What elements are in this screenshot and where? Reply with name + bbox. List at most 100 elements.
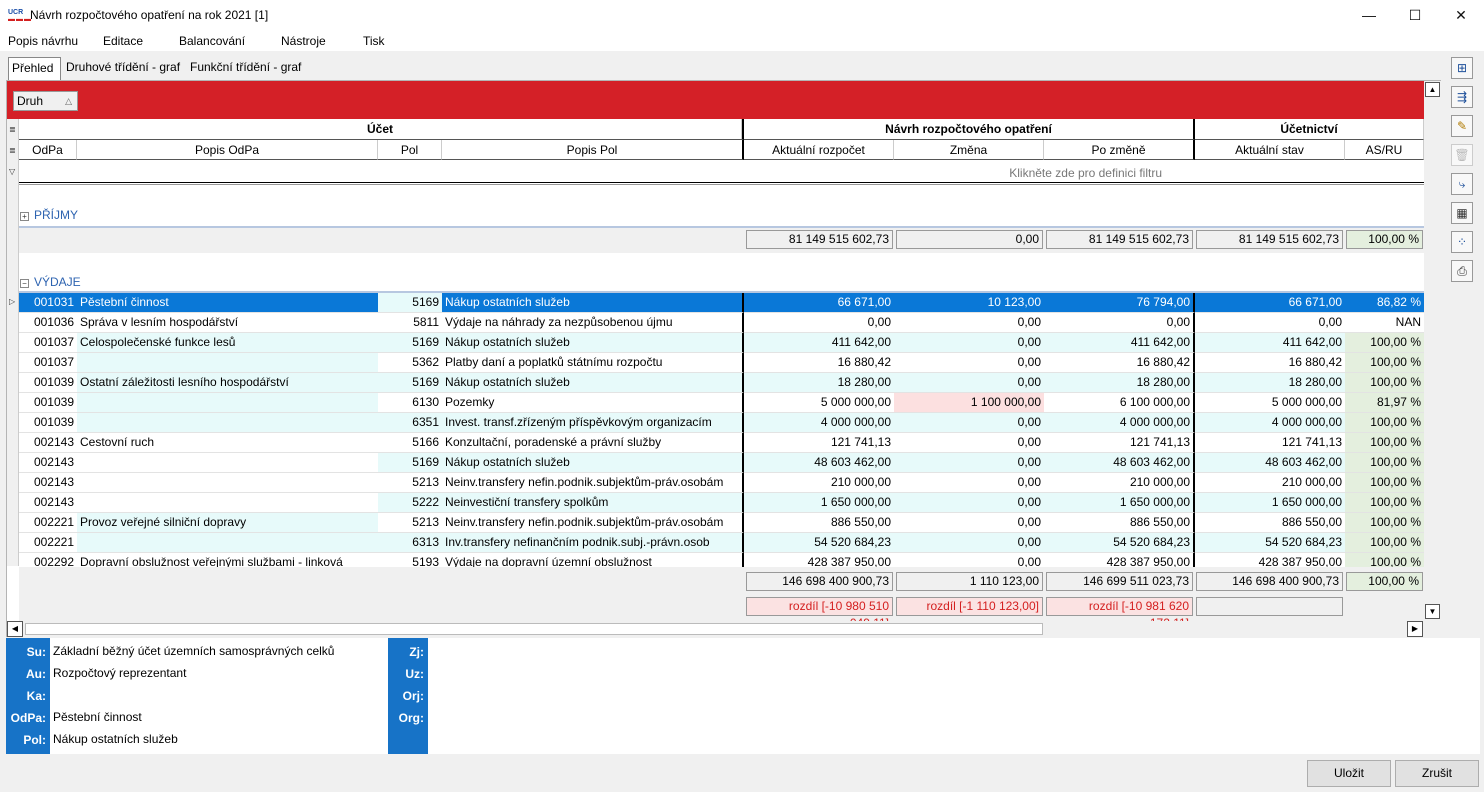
cell-zmena[interactable]: 0,00: [894, 493, 1044, 513]
cell-popis-pol[interactable]: Platby daní a poplatků státnímu rozpočtu: [442, 353, 744, 373]
cell-po-zmene[interactable]: 54 520 684,23: [1044, 533, 1195, 553]
cell-pol[interactable]: 5169: [378, 453, 442, 473]
col-zmena[interactable]: Změna: [894, 140, 1044, 160]
cell-po-zmene[interactable]: 0,00: [1044, 313, 1195, 333]
cell-odpa[interactable]: 002143: [19, 433, 77, 453]
cell-zmena[interactable]: 0,00: [894, 473, 1044, 493]
cell-odpa[interactable]: 002143: [19, 473, 77, 493]
cell-po-zmene[interactable]: 16 880,42: [1044, 353, 1195, 373]
cell-aktualni-stav[interactable]: 4 000 000,00: [1195, 413, 1345, 433]
cell-odpa[interactable]: 001037: [19, 333, 77, 353]
expand-plus-icon[interactable]: +: [20, 212, 29, 221]
tab-funkcni-trideni[interactable]: Funkční třídění - graf: [190, 60, 302, 74]
cell-aktualni-stav[interactable]: 886 550,00: [1195, 513, 1345, 533]
cell-po-zmene[interactable]: 76 794,00: [1044, 293, 1195, 313]
calculator-icon[interactable]: ▦: [1451, 202, 1473, 224]
filter-row[interactable]: Klikněte zde pro definici filtru: [1009, 166, 1162, 180]
cell-popis-odpa[interactable]: [77, 533, 378, 553]
cell-popis-odpa[interactable]: Provoz veřejné silniční dopravy: [77, 513, 378, 533]
cell-aktualni-stav[interactable]: 66 671,00: [1195, 293, 1345, 313]
cell-pol[interactable]: 5362: [378, 353, 442, 373]
cell-as-ru[interactable]: 100,00 %: [1345, 533, 1424, 553]
cell-popis-odpa[interactable]: [77, 353, 378, 373]
group-chip-druh[interactable]: Druh △: [13, 91, 78, 111]
cell-odpa[interactable]: 001039: [19, 393, 77, 413]
edit-pencil-icon[interactable]: ✎: [1451, 115, 1473, 137]
cell-pol[interactable]: 6313: [378, 533, 442, 553]
cell-aktualni-stav[interactable]: 210 000,00: [1195, 473, 1345, 493]
col-pol[interactable]: Pol: [378, 140, 442, 160]
cell-popis-odpa[interactable]: [77, 413, 378, 433]
cell-popis-odpa[interactable]: Celospolečenské funkce lesů: [77, 333, 378, 353]
cell-aktualni-stav[interactable]: 48 603 462,00: [1195, 453, 1345, 473]
cell-as-ru[interactable]: 100,00 %: [1345, 453, 1424, 473]
cell-aktualni-rozpocet[interactable]: 66 671,00: [744, 293, 894, 313]
cell-popis-pol[interactable]: Konzultační, poradenské a právní služby: [442, 433, 744, 453]
cell-popis-pol[interactable]: Invest. transf.zřízeným příspěvkovým org…: [442, 413, 744, 433]
cell-aktualni-rozpocet[interactable]: 5 000 000,00: [744, 393, 894, 413]
cell-aktualni-rozpocet[interactable]: 210 000,00: [744, 473, 894, 493]
col-popis-odpa[interactable]: Popis OdPa: [77, 140, 378, 160]
col-as-ru[interactable]: AS/RU: [1345, 140, 1424, 160]
column-chooser-icon[interactable]: ≣: [9, 125, 16, 134]
cell-zmena[interactable]: 0,00: [894, 413, 1044, 433]
minimize-icon[interactable]: —: [1362, 7, 1376, 23]
horizontal-scroll-thumb[interactable]: [25, 623, 1043, 635]
tab-prehled[interactable]: Přehled: [8, 57, 61, 80]
cell-popis-odpa[interactable]: Pěstební činnost: [77, 293, 378, 313]
maximize-icon[interactable]: ☐: [1408, 7, 1422, 23]
menu-popis-navrhu[interactable]: Popis návrhu: [8, 34, 79, 48]
filter-table-icon[interactable]: ⊞: [1451, 57, 1473, 79]
cell-aktualni-rozpocet[interactable]: 54 520 684,23: [744, 533, 894, 553]
cell-popis-odpa[interactable]: Správa v lesním hospodářství: [77, 313, 378, 333]
cell-popis-pol[interactable]: Neinvestiční transfery spolkům: [442, 493, 744, 513]
balance-icon[interactable]: ⁘: [1451, 231, 1473, 253]
cell-pol[interactable]: 5222: [378, 493, 442, 513]
cell-popis-pol[interactable]: Neinv.transfery nefin.podnik.subjektům-p…: [442, 473, 744, 493]
cell-as-ru[interactable]: 81,97 %: [1345, 393, 1424, 413]
cell-aktualni-rozpocet[interactable]: 48 603 462,00: [744, 453, 894, 473]
cell-popis-pol[interactable]: Nákup ostatních služeb: [442, 293, 744, 313]
cell-popis-odpa[interactable]: [77, 393, 378, 413]
connect-icon[interactable]: ⤷: [1451, 173, 1473, 195]
cell-as-ru[interactable]: 100,00 %: [1345, 333, 1424, 353]
vertical-scrollbar[interactable]: ▲ ▼: [1424, 81, 1441, 621]
scroll-right-icon[interactable]: ▶: [1407, 621, 1423, 637]
group-vydaje[interactable]: − VÝDAJE: [20, 273, 81, 291]
cell-aktualni-rozpocet[interactable]: 1 650 000,00: [744, 493, 894, 513]
col-po-zmene[interactable]: Po změně: [1044, 140, 1195, 160]
cell-aktualni-stav[interactable]: 18 280,00: [1195, 373, 1345, 393]
scroll-left-icon[interactable]: ◀: [7, 621, 23, 637]
cell-zmena[interactable]: 0,00: [894, 453, 1044, 473]
cell-pol[interactable]: 6130: [378, 393, 442, 413]
cell-odpa[interactable]: 002221: [19, 513, 77, 533]
cell-pol[interactable]: 5169: [378, 373, 442, 393]
cell-aktualni-rozpocet[interactable]: 16 880,42: [744, 353, 894, 373]
menu-balancovani[interactable]: Balancování: [179, 34, 246, 48]
cell-po-zmene[interactable]: 4 000 000,00: [1044, 413, 1195, 433]
save-button[interactable]: Uložit: [1307, 760, 1391, 787]
close-icon[interactable]: ✕: [1455, 7, 1467, 23]
cell-popis-odpa[interactable]: [77, 453, 378, 473]
cell-po-zmene[interactable]: 411 642,00: [1044, 333, 1195, 353]
cell-as-ru[interactable]: 86,82 %: [1345, 293, 1424, 313]
horizontal-scrollbar[interactable]: ◀ ▶: [7, 621, 1441, 637]
cell-po-zmene[interactable]: 1 650 000,00: [1044, 493, 1195, 513]
cell-aktualni-stav[interactable]: 54 520 684,23: [1195, 533, 1345, 553]
cell-odpa[interactable]: 001039: [19, 373, 77, 393]
cell-zmena[interactable]: 10 123,00: [894, 293, 1044, 313]
cell-pol[interactable]: 5213: [378, 513, 442, 533]
cell-odpa[interactable]: 002221: [19, 533, 77, 553]
column-chooser-icon[interactable]: ≣: [9, 146, 16, 155]
cell-popis-pol[interactable]: Pozemky: [442, 393, 744, 413]
cell-as-ru[interactable]: 100,00 %: [1345, 373, 1424, 393]
group-prijmy[interactable]: + PŘÍJMY: [20, 206, 78, 224]
cell-aktualni-stav[interactable]: 5 000 000,00: [1195, 393, 1345, 413]
cell-aktualni-rozpocet[interactable]: 886 550,00: [744, 513, 894, 533]
cell-aktualni-rozpocet[interactable]: 411 642,00: [744, 333, 894, 353]
cell-aktualni-rozpocet[interactable]: 18 280,00: [744, 373, 894, 393]
filter-icon[interactable]: ▽: [9, 167, 16, 176]
cell-aktualni-stav[interactable]: 16 880,42: [1195, 353, 1345, 373]
cell-as-ru[interactable]: 100,00 %: [1345, 433, 1424, 453]
cell-po-zmene[interactable]: 48 603 462,00: [1044, 453, 1195, 473]
